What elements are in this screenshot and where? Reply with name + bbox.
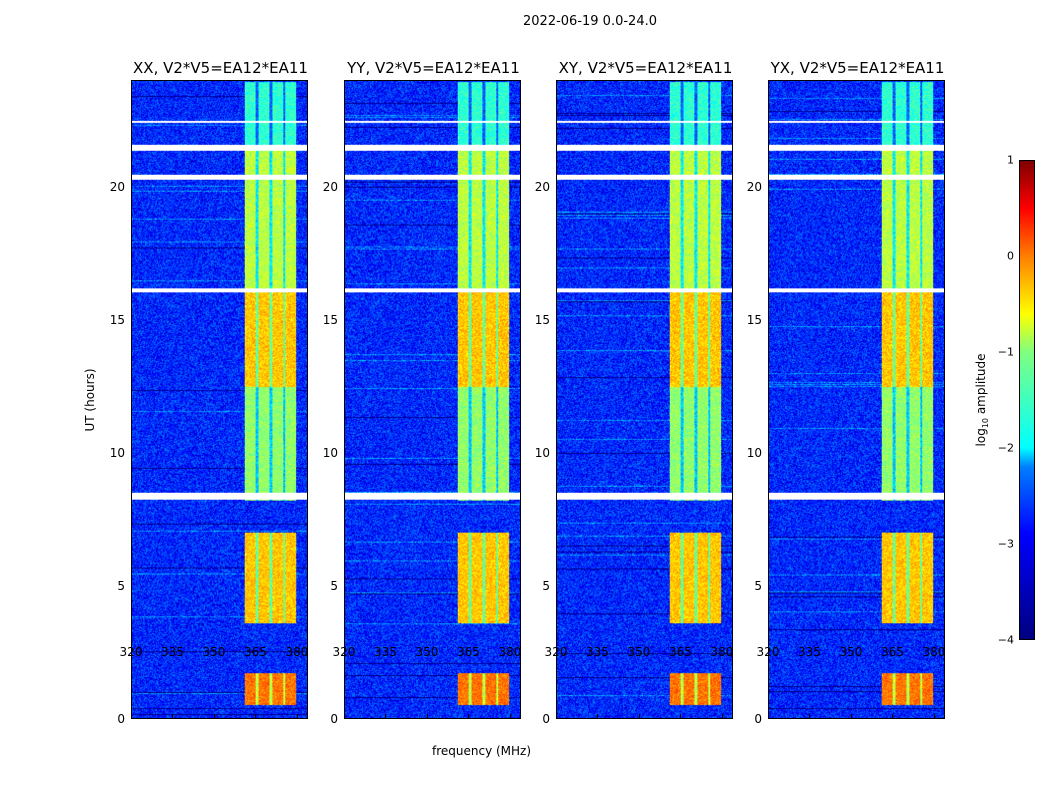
spectrogram-panel: XX, V2*V5=EA12*EA11 [131,59,308,719]
y-tick-label: 10 [534,445,550,460]
x-tick-label: 320 [544,645,568,659]
y-tick-label: 20 [534,179,550,194]
panel-title: XX, V2*V5=EA12*EA11 [133,59,308,77]
x-tick-mark [509,714,511,719]
x-tick-label: 380 [285,645,309,659]
y-tick-label: 20 [322,179,338,194]
y-tick-label: 15 [746,312,762,327]
x-tick-mark [296,714,298,719]
x-tick-label: 365 [244,645,267,659]
y-tick-label: 0 [330,712,338,726]
y-tick-label: 15 [534,312,550,327]
x-tick-mark [850,714,852,719]
panel-title: XY, V2*V5=EA12*EA11 [558,59,733,77]
colorbar-tick-label: −2 [997,441,1014,455]
x-tick-label: 380 [922,645,946,659]
y-tick-label: 15 [109,312,125,327]
y-tick-label: 5 [754,578,762,593]
colorbar-tick-label: −4 [997,633,1014,647]
y-tick-label: 0 [542,712,550,726]
colorbar-label: log10 amplitude [973,353,991,447]
y-tick-label: 20 [746,179,762,194]
y-tick-label: 10 [109,445,125,460]
x-tick-mark [638,714,640,719]
spectrogram-panel: YY, V2*V5=EA12*EA11 [344,59,521,719]
x-tick-mark [255,714,257,719]
x-tick-label: 380 [710,645,734,659]
colorbar-tick-label: −1 [997,345,1014,359]
x-tick-label: 350 [202,645,226,659]
x-tick-label: 320 [756,645,780,659]
spectrogram-panel: XY, V2*V5=EA12*EA11 [556,59,733,719]
colorbar-tick-label: 0 [1007,249,1014,263]
x-tick-mark [344,714,345,719]
x-tick-mark [468,714,470,719]
x-tick-mark [385,714,387,719]
panel-title: YY, V2*V5=EA12*EA11 [347,59,520,77]
x-tick-label: 350 [839,645,863,659]
panel-title: YX, V2*V5=EA12*EA11 [770,59,945,77]
x-tick-label: 335 [374,645,397,659]
x-tick-mark [892,714,894,719]
heatmap-image [345,81,520,718]
y-tick-label: 20 [109,179,125,194]
colorbar-tick-label: −3 [997,537,1014,551]
x-tick-mark [809,714,811,719]
x-tick-mark [556,714,557,719]
spectrogram-panel: YX, V2*V5=EA12*EA11 [768,59,945,719]
heatmap-image [557,81,732,718]
x-tick-mark [426,714,428,719]
colorbar [1019,160,1035,640]
y-tick-label: 5 [117,578,125,593]
y-tick-label: 0 [754,712,762,726]
x-axis-label: frequency (MHz) [432,744,532,758]
x-tick-mark [933,714,935,719]
y-tick-label: 0 [117,712,125,726]
x-tick-mark [131,714,132,719]
x-tick-label: 335 [161,645,184,659]
x-tick-mark [172,714,174,719]
heatmap-image [769,81,944,718]
x-tick-label: 380 [498,645,522,659]
x-tick-label: 335 [586,645,609,659]
x-tick-label: 335 [798,645,821,659]
y-tick-label: 5 [330,578,338,593]
x-tick-label: 350 [627,645,651,659]
x-tick-mark [213,714,215,719]
y-tick-label: 10 [322,445,338,460]
x-tick-label: 365 [669,645,692,659]
x-tick-mark [721,714,723,719]
x-tick-label: 320 [332,645,356,659]
colorbar-tick-label: 1 [1007,153,1014,167]
x-tick-mark [597,714,599,719]
figure-title: 2022-06-19 0.0-24.0 [523,14,657,29]
heatmap-image [132,81,307,718]
x-tick-label: 365 [881,645,904,659]
x-tick-label: 320 [119,645,143,659]
x-tick-label: 365 [457,645,480,659]
x-tick-mark [680,714,682,719]
x-tick-mark [768,714,769,719]
y-tick-label: 15 [322,312,338,327]
y-tick-label: 5 [542,578,550,593]
x-tick-label: 350 [415,645,439,659]
y-axis-label: UT (hours) [83,368,97,432]
y-tick-label: 10 [746,445,762,460]
